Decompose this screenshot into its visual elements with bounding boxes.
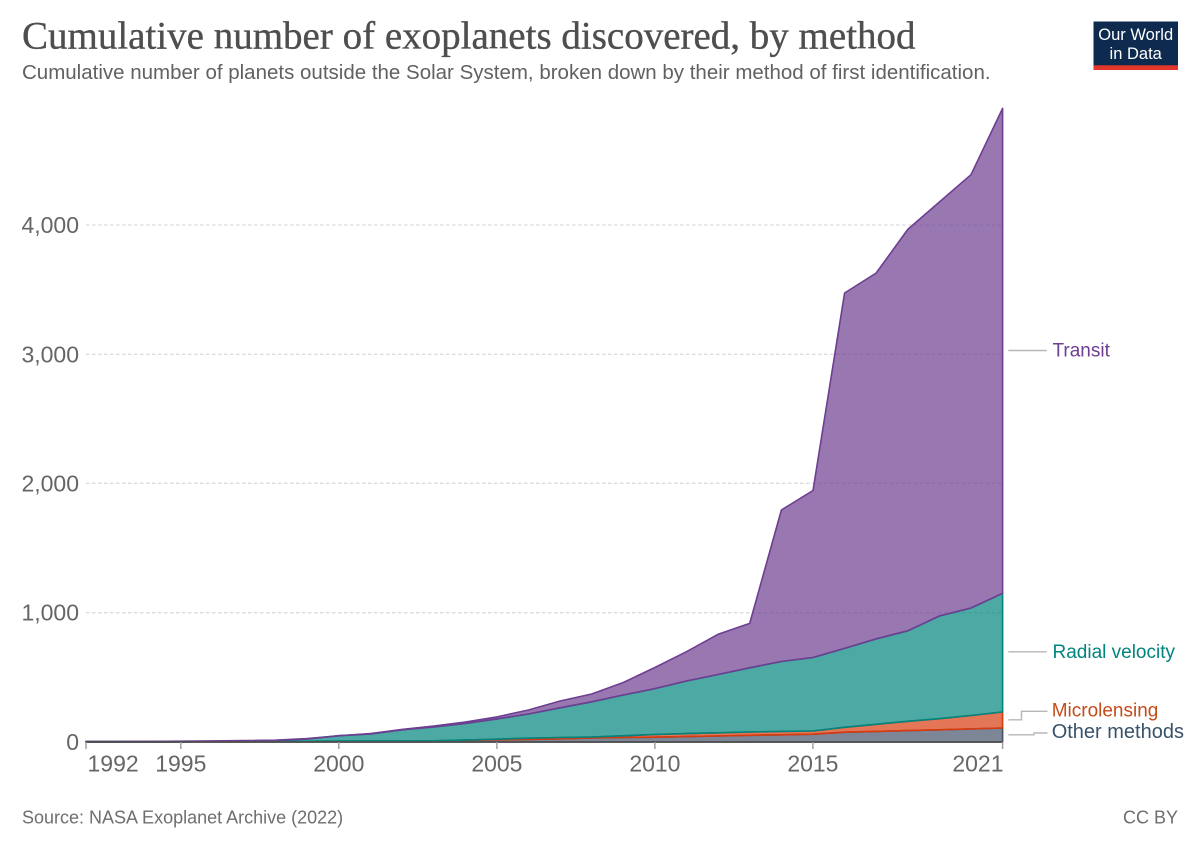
svg-text:1,000: 1,000 bbox=[21, 600, 79, 626]
svg-text:Cumulative number of planets o: Cumulative number of planets outside the… bbox=[22, 61, 991, 84]
svg-text:Transit: Transit bbox=[1053, 341, 1111, 362]
svg-text:3,000: 3,000 bbox=[21, 341, 79, 367]
svg-text:2,000: 2,000 bbox=[21, 470, 79, 496]
svg-text:CC BY: CC BY bbox=[1123, 808, 1178, 828]
svg-text:Cumulative number of exoplanet: Cumulative number of exoplanets discover… bbox=[22, 14, 916, 57]
svg-text:Source: NASA Exoplanet Archive: Source: NASA Exoplanet Archive (2022) bbox=[22, 808, 343, 828]
svg-text:0: 0 bbox=[66, 729, 79, 755]
svg-text:in Data: in Data bbox=[1110, 45, 1163, 63]
svg-text:1995: 1995 bbox=[155, 751, 206, 777]
svg-text:Our World: Our World bbox=[1098, 26, 1173, 44]
svg-text:2021: 2021 bbox=[952, 751, 1003, 777]
svg-text:2015: 2015 bbox=[787, 751, 838, 777]
svg-text:2010: 2010 bbox=[629, 751, 680, 777]
svg-text:1992: 1992 bbox=[88, 751, 139, 777]
svg-text:Other methods: Other methods bbox=[1052, 721, 1184, 743]
svg-text:2000: 2000 bbox=[313, 751, 364, 777]
svg-text:Radial velocity: Radial velocity bbox=[1053, 642, 1176, 663]
svg-text:2005: 2005 bbox=[471, 751, 522, 777]
svg-text:4,000: 4,000 bbox=[21, 212, 79, 238]
svg-text:Microlensing: Microlensing bbox=[1052, 701, 1159, 722]
